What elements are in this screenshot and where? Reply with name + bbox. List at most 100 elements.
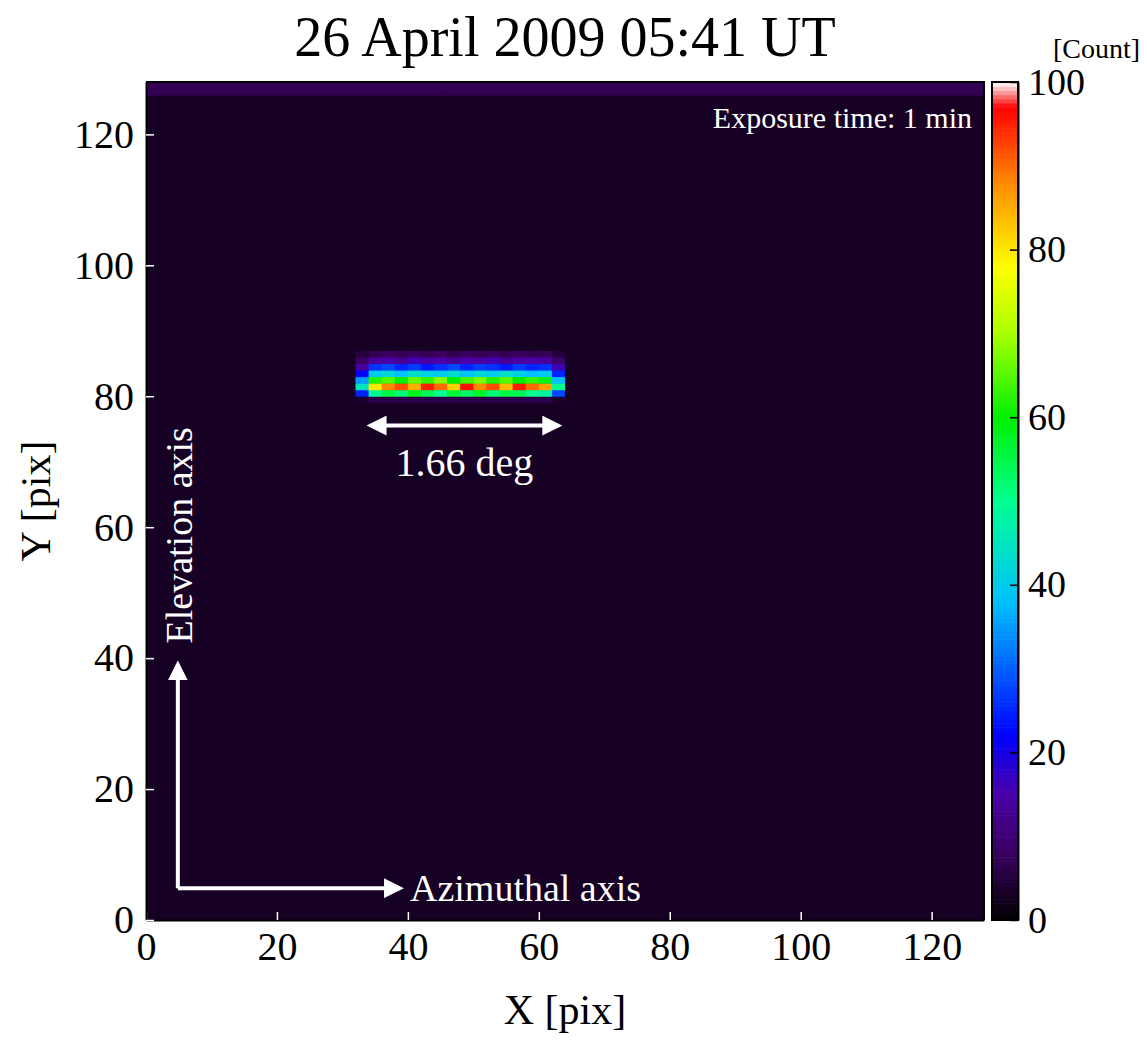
colorbar-slice <box>992 405 1018 410</box>
colorbar-title: [Count] <box>1053 33 1140 64</box>
cell <box>146 383 356 390</box>
colorbar-slice <box>992 828 1018 833</box>
colorbar-slice <box>992 698 1018 703</box>
colorbar-axis: 020406080100 <box>1010 61 1085 941</box>
cell <box>434 82 448 96</box>
colorbar-slice <box>992 136 1018 141</box>
colorbar-slice <box>992 241 1018 246</box>
cell <box>486 396 500 403</box>
cell <box>526 370 540 377</box>
annotation: 1.66 deg <box>396 440 534 485</box>
colorbar-slice <box>992 375 1018 380</box>
cell <box>447 364 461 371</box>
cell <box>552 403 566 920</box>
plot-background <box>146 82 984 920</box>
colorbar-slice <box>992 652 1018 657</box>
cell <box>356 95 370 351</box>
tick: 0 <box>114 897 154 942</box>
colorbar-slice <box>992 526 1018 531</box>
colorbar-slice <box>992 891 1018 896</box>
colorbar-slice <box>992 912 1018 917</box>
colorbar-slice <box>992 463 1018 468</box>
cell <box>526 383 540 390</box>
cell <box>486 377 500 384</box>
colorbar-slice <box>992 786 1018 791</box>
colorbar-slice <box>992 124 1018 129</box>
cell <box>382 377 396 384</box>
colorbar-slice <box>992 711 1018 716</box>
colorbar-slice <box>992 367 1018 372</box>
tick-mark <box>800 912 802 920</box>
tick-mark <box>1010 249 1018 251</box>
colorbar-slice <box>992 178 1018 183</box>
colorbar-slice <box>992 229 1018 234</box>
tick-mark <box>1010 585 1018 587</box>
arrow <box>371 424 559 428</box>
colorbar-slice <box>992 312 1018 317</box>
cell <box>421 364 435 371</box>
colorbar-slice <box>992 467 1018 472</box>
colorbar-slice <box>992 648 1018 653</box>
cell <box>460 357 474 364</box>
cell <box>565 364 984 371</box>
colorbar-slice <box>992 899 1018 904</box>
tick-mark <box>146 658 154 660</box>
tick: 20 <box>1010 731 1066 773</box>
tick-mark <box>146 527 154 529</box>
colorbar-slice <box>992 484 1018 489</box>
cell <box>146 95 356 351</box>
cell <box>421 396 435 403</box>
cell <box>526 364 540 371</box>
cell <box>408 350 422 357</box>
cell <box>356 377 370 384</box>
colorbar-slice <box>992 618 1018 623</box>
cell <box>539 377 553 384</box>
cell <box>473 377 487 384</box>
cell <box>513 370 527 377</box>
tick: 100 <box>74 243 154 288</box>
cell <box>473 390 487 397</box>
colorbar-slice <box>992 195 1018 200</box>
colorbar-slice <box>992 731 1018 736</box>
colorbar-slice <box>992 304 1018 309</box>
cell <box>565 95 984 351</box>
cell <box>369 370 383 377</box>
cell <box>565 403 984 920</box>
cell <box>460 95 474 351</box>
tick-mark <box>146 920 154 922</box>
colorbar-slice <box>992 421 1018 426</box>
cell <box>395 357 409 364</box>
cell <box>395 350 409 357</box>
cell <box>395 390 409 397</box>
cell <box>434 370 448 377</box>
tick-label: 60 <box>1028 396 1066 438</box>
tick-mark <box>146 265 154 267</box>
cell <box>565 82 984 96</box>
cell <box>447 383 461 390</box>
cell <box>395 377 409 384</box>
colorbar-slice <box>992 807 1018 812</box>
colorbar-slice <box>992 819 1018 824</box>
colorbar-slice <box>992 886 1018 891</box>
cell <box>434 390 448 397</box>
colorbar-slice <box>992 757 1018 762</box>
tick: 40 <box>94 635 154 680</box>
colorbar-slice <box>992 162 1018 167</box>
colorbar-slice <box>992 555 1018 560</box>
colorbar-slice <box>992 845 1018 850</box>
colorbar-slice <box>992 501 1018 506</box>
colorbar-slice <box>992 174 1018 179</box>
colorbar-slice <box>992 866 1018 871</box>
colorbar-slice <box>992 568 1018 573</box>
cell <box>460 396 474 403</box>
cell <box>539 383 553 390</box>
cell <box>146 364 356 371</box>
annotation: Elevation axis <box>158 427 200 643</box>
cell <box>473 370 487 377</box>
cell <box>421 377 435 384</box>
colorbar-slice <box>992 673 1018 678</box>
cell <box>552 364 566 371</box>
colorbar-slice <box>992 794 1018 799</box>
tick: 120 <box>902 912 962 969</box>
tick-label: 100 <box>1028 61 1085 103</box>
